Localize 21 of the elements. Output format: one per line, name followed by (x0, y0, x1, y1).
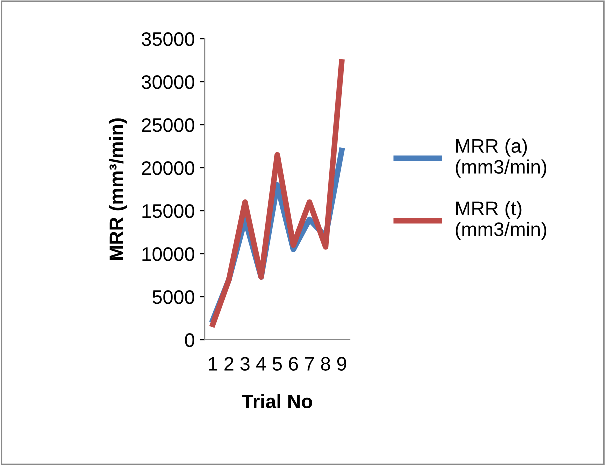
y-tick-label: 25000 (142, 118, 195, 132)
x-axis-title: Trial No (242, 394, 312, 409)
x-tick-label: 7 (305, 357, 314, 371)
x-tick-label: 3 (240, 357, 250, 371)
y-tick-label: 30000 (142, 75, 195, 90)
x-tick-label: 2 (224, 357, 234, 371)
x-tick-label: 1 (209, 357, 218, 371)
legend-label: MRR (t) (mm3/min) (456, 201, 547, 240)
y-tick-label: 35000 (142, 32, 195, 46)
x-tick-label: 4 (256, 357, 266, 371)
x-tick-label: 6 (289, 357, 298, 371)
x-tick-label: 5 (272, 357, 282, 371)
y-axis-title: MRR (mm³/min) (109, 118, 128, 260)
y-tick-label: 15000 (142, 204, 195, 218)
y-tick-label: 0 (185, 333, 195, 348)
y-tick-label: 5000 (152, 290, 195, 304)
x-tick-label: 9 (337, 357, 346, 371)
y-tick-label: 20000 (142, 161, 195, 176)
x-tick-label: 8 (321, 357, 330, 371)
legend-label: MRR (a) (mm3/min) (456, 138, 547, 178)
y-tick-label: 10000 (142, 247, 195, 262)
